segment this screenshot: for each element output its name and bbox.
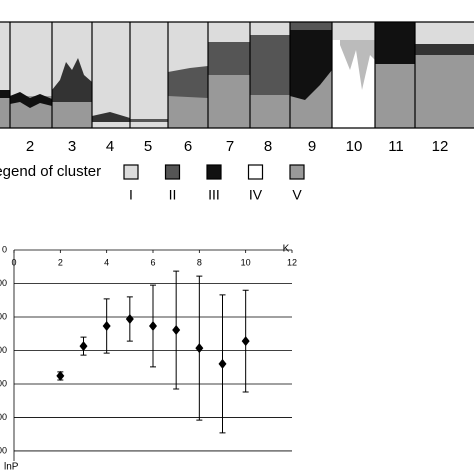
legend-swatch <box>206 164 222 180</box>
segment <box>0 90 10 98</box>
segment <box>290 30 332 100</box>
segment <box>208 75 250 128</box>
point <box>172 325 181 336</box>
x-axis-label: K <box>283 244 290 255</box>
segment <box>168 66 208 98</box>
segment <box>52 100 92 128</box>
point <box>102 321 111 332</box>
separators <box>0 21 474 129</box>
segment <box>375 22 415 64</box>
segment <box>290 22 332 30</box>
x-tick-label: 12 <box>287 257 297 267</box>
segment <box>92 112 130 122</box>
x-tick-label: 8 <box>197 257 202 267</box>
population-label: 8 <box>264 138 272 155</box>
structure-plot <box>0 21 474 129</box>
point <box>241 336 250 347</box>
y-tick-label: -5000 <box>0 412 7 422</box>
point <box>149 321 157 332</box>
population-label: 12 <box>432 138 449 155</box>
legend-label: II <box>169 187 177 203</box>
population-label: 7 <box>226 138 234 155</box>
population-label: 2 <box>26 138 34 155</box>
segment <box>130 119 168 122</box>
segment <box>10 92 52 108</box>
point <box>125 313 134 324</box>
x-tick-label: 2 <box>58 257 63 267</box>
point <box>56 370 65 381</box>
population-label: 6 <box>184 138 192 155</box>
y-tick-label: -2000 <box>0 311 7 321</box>
y-axis-label: lnP <box>4 462 19 473</box>
point <box>195 343 204 354</box>
population-label: 3 <box>68 138 76 155</box>
segment <box>415 44 474 55</box>
y-tick-label: -4000 <box>0 378 7 388</box>
y-tick-label: 0 <box>2 244 7 254</box>
y-tick-label: -3000 <box>0 345 7 355</box>
legend-label: III <box>208 187 220 203</box>
legend-swatch <box>164 164 181 180</box>
segment <box>340 40 375 90</box>
segment <box>52 58 92 102</box>
legend-label: I <box>129 187 133 203</box>
legend-swatch <box>289 164 305 180</box>
population-label: 11 <box>388 138 404 155</box>
y-tick-label: -1000 <box>0 278 7 288</box>
y-tick-label: -6000 <box>0 445 7 455</box>
x-tick-label: 10 <box>241 257 251 267</box>
legend-swatch <box>123 164 139 180</box>
segment <box>250 95 290 128</box>
segment <box>250 35 290 95</box>
population-label: 10 <box>346 138 363 155</box>
segment <box>415 55 474 128</box>
segment <box>168 95 208 128</box>
legend-title: Legend of cluster <box>0 163 101 180</box>
legend-swatch <box>247 164 264 180</box>
legend-label: IV <box>249 187 263 203</box>
point <box>218 358 227 369</box>
segment <box>0 90 10 128</box>
population-label: 9 <box>308 138 316 155</box>
legend-label: V <box>292 187 302 203</box>
point <box>79 341 88 352</box>
x-tick-label: 0 <box>11 257 16 267</box>
population-label: 4 <box>106 138 114 155</box>
x-tick-label: 4 <box>104 257 109 267</box>
x-tick-label: 6 <box>150 257 155 267</box>
population-label: 5 <box>144 138 152 155</box>
segment <box>208 42 250 75</box>
